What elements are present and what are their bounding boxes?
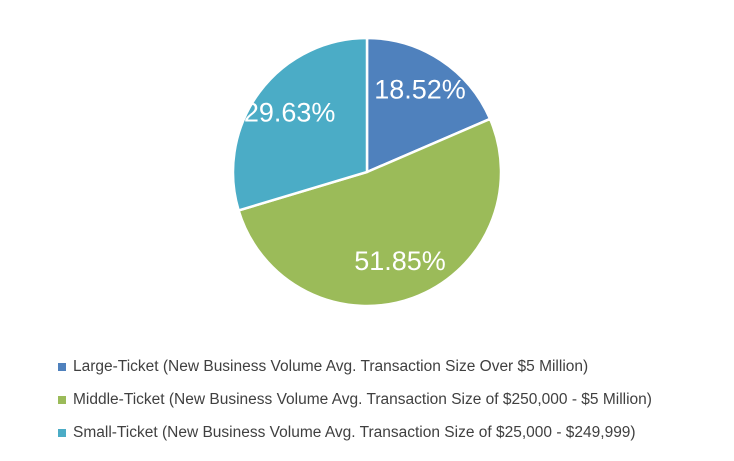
pie-chart-area: 18.52% 51.85% 29.63% bbox=[231, 36, 503, 308]
legend-swatch-large-ticket bbox=[58, 363, 66, 371]
legend-item-middle-ticket: Middle-Ticket (New Business Volume Avg. … bbox=[58, 388, 728, 412]
pie-chart: 18.52% 51.85% 29.63% bbox=[231, 36, 503, 308]
pie-slice-small-ticket bbox=[231, 36, 369, 212]
pie-slice-large-ticket bbox=[365, 36, 492, 174]
data-label-small-ticket: 29.63% bbox=[244, 98, 336, 128]
legend-label-large-ticket: Large-Ticket (New Business Volume Avg. T… bbox=[73, 358, 589, 375]
chart-legend: Large-Ticket (New Business Volume Avg. T… bbox=[58, 355, 728, 454]
legend-label-small-ticket: Small-Ticket (New Business Volume Avg. T… bbox=[73, 424, 636, 441]
legend-swatch-middle-ticket bbox=[58, 396, 66, 404]
legend-item-large-ticket: Large-Ticket (New Business Volume Avg. T… bbox=[58, 355, 728, 379]
legend-item-small-ticket: Small-Ticket (New Business Volume Avg. T… bbox=[58, 421, 728, 445]
pie-slice-middle-ticket bbox=[237, 117, 503, 308]
data-label-large-ticket: 18.52% bbox=[374, 75, 466, 105]
legend-swatch-small-ticket bbox=[58, 429, 66, 437]
legend-label-middle-ticket: Middle-Ticket (New Business Volume Avg. … bbox=[73, 391, 652, 408]
data-label-middle-ticket: 51.85% bbox=[354, 246, 446, 276]
